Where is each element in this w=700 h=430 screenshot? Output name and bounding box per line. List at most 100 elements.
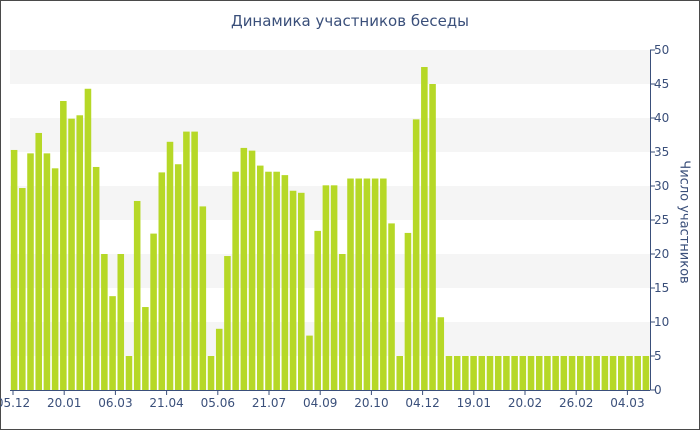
x-tick-label: 21.07 [252, 396, 286, 410]
x-tick-label: 20.02 [508, 396, 542, 410]
x-tick-label: 20.10 [354, 396, 388, 410]
bar [437, 317, 445, 390]
grid-bands [10, 50, 650, 356]
bar [68, 118, 75, 391]
bar [470, 356, 477, 390]
bar [347, 178, 354, 390]
chart-title: Динамика участников беседы [230, 12, 470, 30]
bar [158, 172, 166, 390]
bar [560, 356, 568, 390]
bar [322, 185, 330, 390]
x-tick-label: 06.03 [98, 396, 132, 410]
y-tick-label: 50 [654, 43, 669, 57]
grid-band [10, 118, 650, 152]
bar [552, 356, 559, 390]
bar [568, 356, 576, 390]
bar [585, 356, 592, 390]
bar [240, 147, 248, 390]
bar [527, 356, 535, 390]
bar [478, 356, 486, 390]
bar [339, 254, 346, 390]
x-tick-label: 04.03 [610, 396, 644, 410]
x-axis-ticks: 05.12 20.01 06.03 21.04 05.06 21.07 04.09 20.10… [0, 390, 645, 410]
bar [51, 168, 59, 390]
bar [109, 296, 116, 390]
bar [380, 178, 387, 390]
grid-band [10, 254, 650, 288]
y-tick-label: 45 [654, 77, 669, 91]
bar-series [10, 67, 650, 391]
y-axis-ticks: 0 5 10 15 20 25 30 35 40 45 50 [650, 43, 669, 397]
bar [150, 233, 157, 390]
x-tick-label: 26.02 [559, 396, 593, 410]
bar [371, 178, 379, 390]
grid-band [10, 322, 650, 356]
bar [544, 356, 551, 390]
x-tick-label: 21.04 [149, 396, 183, 410]
bar [215, 328, 223, 390]
bar [142, 307, 149, 390]
bar [191, 131, 198, 390]
bar [634, 356, 641, 390]
y-tick-label: 5 [654, 349, 662, 363]
bar [535, 356, 543, 390]
x-tick-label: 20.01 [47, 396, 81, 410]
bar [404, 232, 412, 390]
bar [281, 175, 289, 390]
bar [133, 200, 141, 390]
bar [601, 356, 609, 390]
bar [503, 356, 510, 390]
bar [10, 149, 18, 390]
bar [396, 356, 404, 390]
grid-band [10, 186, 650, 220]
bar [412, 119, 420, 391]
grid-band [10, 50, 650, 84]
bar [609, 356, 617, 390]
bar [642, 356, 650, 390]
bar [511, 356, 518, 390]
x-tick-label: 04.12 [405, 396, 439, 410]
bar [76, 115, 84, 390]
bar [84, 88, 92, 390]
bar [101, 254, 108, 390]
bar [576, 356, 584, 390]
y-tick-label: 25 [654, 213, 669, 227]
bar [265, 171, 272, 390]
bar [494, 356, 502, 390]
bar [363, 178, 371, 390]
bar [298, 192, 305, 390]
y-tick-label: 40 [654, 111, 669, 125]
y-tick-label: 20 [654, 247, 669, 261]
bar [453, 356, 461, 390]
bar [174, 164, 182, 390]
bar [19, 188, 26, 390]
bar [626, 356, 633, 390]
bar [486, 356, 494, 390]
bar [256, 165, 264, 390]
x-tick-label: 05.12 [0, 396, 30, 410]
y-tick-label: 30 [654, 179, 669, 193]
bar [593, 356, 600, 390]
bar [183, 131, 190, 390]
y-tick-label: 0 [654, 383, 662, 397]
y-tick-label: 15 [654, 281, 669, 295]
x-tick-label: 05.06 [201, 396, 235, 410]
bar [92, 166, 100, 390]
bar [618, 356, 625, 390]
bar [60, 101, 67, 390]
bar [273, 171, 280, 390]
bar [445, 356, 453, 390]
bar [207, 356, 215, 390]
y-tick-label: 10 [654, 315, 669, 329]
bar [248, 150, 256, 390]
bar [43, 153, 51, 390]
bar [117, 254, 125, 390]
bar [388, 223, 395, 390]
bar [314, 230, 321, 390]
bar [224, 256, 231, 390]
bar [429, 84, 436, 390]
bar [35, 132, 42, 390]
bar [519, 356, 527, 390]
bar [355, 178, 362, 390]
